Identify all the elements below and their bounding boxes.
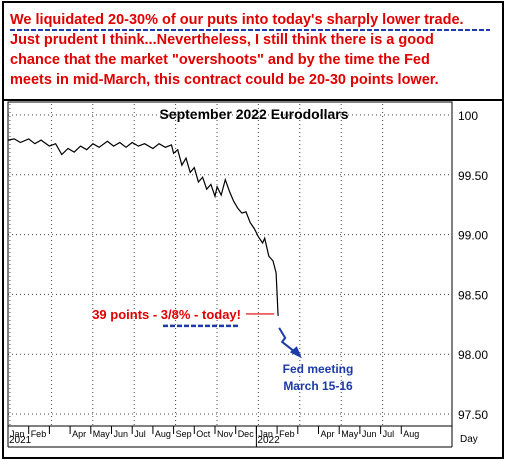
x-unit-label: Day bbox=[460, 434, 478, 445]
forecast-arrowhead bbox=[289, 346, 302, 359]
x-month-label: Aug bbox=[155, 429, 171, 439]
chart-grid bbox=[8, 104, 452, 426]
commentary-line-4: meets in mid-March, this contract could … bbox=[10, 72, 439, 88]
x-month-label: Oct bbox=[196, 429, 211, 439]
y-tick-label: 97.50 bbox=[458, 408, 488, 422]
commentary-line-2: Just prudent I think...Nevertheless, I s… bbox=[10, 32, 434, 48]
chart-axes: 100 99.50 99.00 98.50 98.00 97.50 Jan Feb Apr May… bbox=[7, 101, 488, 448]
chart-title: September 2022 Eurodollars bbox=[159, 106, 348, 122]
x-month-label: Dec bbox=[238, 429, 255, 439]
x-month-label: Jul bbox=[134, 429, 146, 439]
x-month-label: Jun bbox=[362, 429, 377, 439]
chart-annotations: 39 points - 3/8% - today! Fed meeting Marc… bbox=[92, 307, 353, 393]
y-tick-label: 100 bbox=[458, 109, 478, 123]
commentary-underline bbox=[10, 29, 490, 31]
x-month-label: Apr bbox=[72, 429, 86, 439]
forecast-arrow-line bbox=[278, 327, 299, 355]
x-month-label: May bbox=[341, 429, 359, 439]
x-month-label: Feb bbox=[31, 429, 47, 439]
today-move-label: 39 points - 3/8% - today! bbox=[92, 307, 241, 322]
x-year-label: 2021 bbox=[9, 435, 32, 446]
y-tick-label: 98.50 bbox=[458, 288, 488, 302]
plot-area bbox=[7, 101, 453, 427]
x-month-label: Aug bbox=[403, 429, 419, 439]
y-tick-label: 98.00 bbox=[458, 348, 488, 362]
x-month-label: Jun bbox=[114, 429, 129, 439]
fed-meeting-label: Fed meeting bbox=[283, 362, 354, 376]
x-month-label: Feb bbox=[279, 429, 295, 439]
x-year-label: 2022 bbox=[257, 435, 280, 446]
x-month-label: May bbox=[93, 429, 111, 439]
x-month-label: Apr bbox=[321, 429, 335, 439]
y-tick-label: 99.00 bbox=[458, 229, 488, 243]
x-month-label: Jul bbox=[383, 429, 395, 439]
price-line bbox=[7, 138, 279, 316]
x-month-label: Jan bbox=[258, 429, 273, 439]
y-tick-label: 99.50 bbox=[458, 169, 488, 183]
x-month-label: Sep bbox=[176, 429, 192, 439]
x-month-label: Nov bbox=[217, 429, 234, 439]
commentary-line-3: chance that the market "overshoots" and … bbox=[10, 52, 430, 68]
x-month-label: Jan bbox=[10, 429, 25, 439]
fed-meeting-dates: March 15-16 bbox=[283, 379, 353, 393]
price-series bbox=[7, 138, 279, 316]
commentary-line-1: We liquidated 20-30% of our puts into to… bbox=[10, 12, 464, 28]
